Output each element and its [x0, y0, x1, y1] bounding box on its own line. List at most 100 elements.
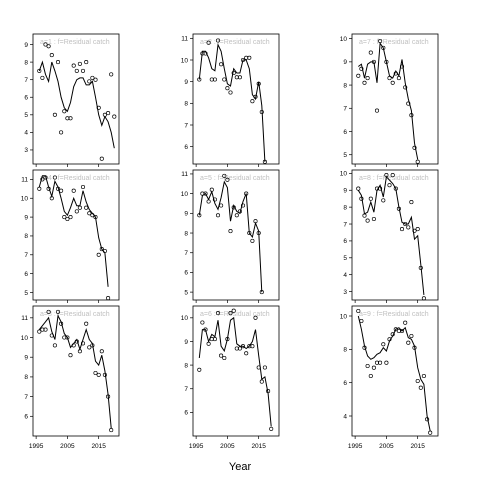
chart-panel: a=2 : f=Residual catch 6 7 8 9 10 11	[181, 33, 280, 167]
y-tick-label: 7	[24, 77, 28, 84]
observed-point	[222, 77, 227, 82]
observed-point	[99, 156, 104, 161]
observed-point	[46, 186, 51, 191]
observed-point	[387, 76, 392, 81]
observed-point	[393, 327, 398, 332]
observed-point	[228, 311, 233, 316]
observed-point	[49, 196, 54, 201]
observed-point	[74, 339, 79, 344]
observed-point	[215, 311, 221, 316]
fitted-series-line	[38, 60, 115, 149]
observed-point	[406, 225, 411, 230]
observed-point	[384, 360, 389, 365]
panel-frame	[351, 305, 439, 437]
observed-point	[250, 99, 255, 104]
y-tick-label: 9	[343, 59, 347, 66]
observed-point	[90, 343, 95, 348]
observed-point	[77, 61, 82, 66]
y-tick-label: 7	[343, 106, 347, 113]
observed-point	[237, 209, 242, 214]
observed-point	[269, 426, 274, 431]
observed-point	[43, 175, 48, 180]
y-tick-label: 8	[24, 374, 28, 381]
observed-point	[356, 73, 361, 78]
observed-point	[393, 71, 398, 76]
y-tick-label: 6	[24, 95, 28, 102]
observed-point	[59, 321, 64, 326]
observed-point	[403, 320, 408, 325]
observed-point	[102, 248, 107, 254]
observed-point	[40, 75, 45, 80]
observed-point	[390, 173, 395, 178]
y-tick-label: 4	[343, 272, 347, 279]
observed-point	[84, 205, 89, 210]
observed-point	[65, 216, 70, 222]
observed-point	[212, 337, 217, 342]
observed-point	[106, 111, 111, 116]
y-tick-label: 8	[343, 347, 347, 354]
observed-point	[59, 188, 64, 193]
observed-point	[225, 86, 230, 91]
y-tick-label: 3	[343, 289, 347, 296]
observed-point	[203, 51, 208, 56]
observed-point	[359, 66, 364, 71]
observed-point	[428, 430, 433, 435]
observed-point	[228, 229, 233, 234]
y-tick-label: 6	[343, 129, 347, 136]
panel-frame	[192, 305, 280, 437]
x-axis-title: Year	[229, 461, 252, 473]
observed-point	[212, 77, 217, 82]
observed-point	[356, 308, 361, 314]
observed-point	[415, 378, 420, 384]
observed-point	[62, 109, 67, 114]
observed-point	[68, 116, 73, 121]
x-tick-label: 1995	[348, 443, 363, 450]
observed-point	[71, 343, 76, 348]
chart-panel: a=9 : f=Residual catch 4 6 8 10 1995 2005 2015	[340, 305, 439, 450]
y-tick-label: 9	[184, 79, 188, 86]
observed-point	[197, 367, 202, 372]
y-tick-label: 7	[24, 394, 28, 401]
observed-point	[112, 114, 117, 119]
observed-point	[396, 206, 401, 211]
observed-point	[96, 105, 101, 110]
y-tick-label: 9	[184, 211, 188, 218]
observed-point	[381, 198, 386, 203]
y-tick-label: 9	[343, 188, 347, 195]
panel-label: a=3 : f=Residual catch	[40, 311, 110, 318]
chart-panel: a=1 : f=Residual catch 3 4 5 6 7 8 9	[24, 33, 120, 167]
observed-point	[74, 209, 79, 214]
observed-point	[384, 59, 389, 64]
panel-label: a=7 : f=Residual catch	[359, 39, 429, 46]
observed-point	[46, 44, 51, 49]
x-tick-label: 2005	[60, 443, 75, 450]
chart-panel: a=6 : f=Residual catch 6 7 8 9 10 1995 2005 2015	[181, 305, 280, 450]
observed-point	[200, 320, 205, 325]
observed-point	[225, 337, 230, 342]
observed-point	[206, 341, 211, 346]
observed-point	[359, 318, 364, 324]
y-tick-label: 4	[24, 130, 28, 137]
chart-panel: a=4 : f=Residual catch 5 6 7 8 9 10 11	[21, 169, 120, 303]
observed-point	[418, 385, 423, 390]
panel-label: a=4 : f=Residual catch	[40, 175, 110, 182]
panel-frame	[351, 33, 439, 165]
y-tick-label: 5	[24, 112, 28, 119]
observed-point	[231, 205, 236, 210]
y-tick-label: 11	[181, 171, 188, 178]
observed-point	[403, 85, 408, 90]
observed-point	[219, 353, 224, 358]
observed-point	[412, 145, 417, 150]
observed-point	[253, 219, 258, 224]
observed-point	[362, 345, 367, 350]
observed-point	[390, 332, 395, 337]
observed-point	[43, 327, 48, 332]
observed-point	[49, 333, 54, 338]
observed-point	[74, 68, 79, 73]
fitted-series-line	[198, 180, 263, 293]
observed-point	[381, 45, 386, 50]
y-tick-label: 8	[184, 230, 188, 237]
fitted-series-line	[198, 316, 272, 427]
